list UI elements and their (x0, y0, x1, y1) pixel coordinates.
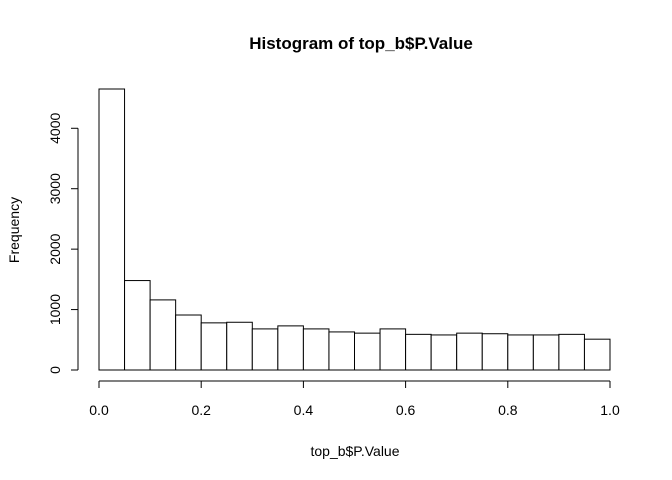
histogram-bar (532, 334, 560, 371)
y-tick-label: 4000 (47, 112, 63, 143)
histogram-bar (277, 325, 304, 371)
histogram-bar (405, 333, 432, 371)
histogram-bar (430, 334, 458, 371)
histogram-bar (226, 321, 253, 371)
histogram-bar (507, 334, 534, 371)
histogram-bar (481, 333, 509, 371)
x-tick-label: 0.4 (294, 402, 314, 418)
x-axis: 0.0 0.2 0.4 0.6 0.8 1.0 (89, 380, 620, 418)
y-tick-label: 3000 (47, 173, 63, 204)
histogram-bar (98, 88, 126, 371)
histogram-bar (124, 280, 151, 371)
x-tick-label: 0.2 (191, 402, 211, 418)
x-axis-label: top_b$P.Value (310, 443, 399, 459)
y-tick-label: 2000 (47, 233, 63, 264)
histogram-bar (302, 328, 330, 371)
y-axis-label: Frequency (6, 197, 22, 263)
histogram-bar (175, 314, 202, 371)
bars-group (98, 88, 611, 371)
histogram-bar (200, 322, 228, 371)
y-tick-label: 0 (47, 366, 63, 374)
histogram-bar (251, 328, 279, 371)
x-tick-label: 0.8 (498, 402, 518, 418)
histogram-bar (456, 332, 483, 371)
histogram-bar (354, 332, 381, 371)
chart-title: Histogram of top_b$P.Value (249, 34, 473, 53)
x-tick-label: 1.0 (600, 402, 620, 418)
histogram-bar (379, 328, 407, 371)
x-tick-label: 0.6 (396, 402, 416, 418)
y-tick-label: 1000 (47, 294, 63, 325)
histogram-bar (583, 338, 611, 371)
x-tick-label: 0.0 (89, 402, 109, 418)
y-axis: 0 1000 2000 3000 4000 (47, 112, 79, 374)
histogram-bar (149, 299, 177, 371)
histogram-bar (328, 331, 356, 371)
histogram-bar (558, 333, 585, 371)
